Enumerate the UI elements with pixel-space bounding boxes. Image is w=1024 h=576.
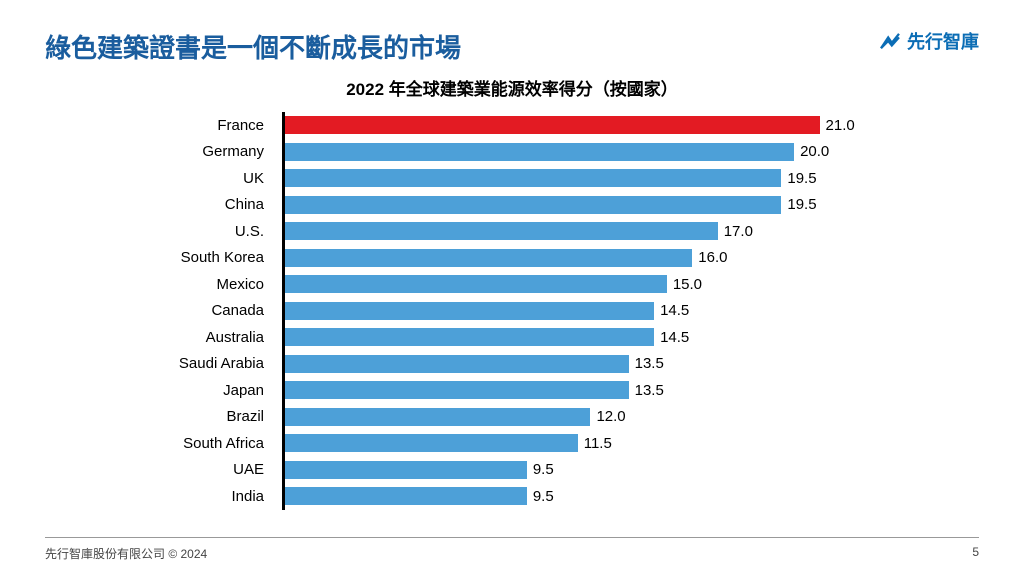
bar-row: UK19.5 (282, 165, 872, 192)
bar-row: France21.0 (282, 112, 872, 139)
chart-body: France21.0Germany20.0UK19.5China19.5U.S.… (152, 112, 872, 510)
bar (285, 143, 794, 161)
bar-value: 19.5 (787, 170, 816, 187)
bar-label: South Korea (147, 249, 272, 266)
bar-label: South Africa (147, 435, 272, 452)
bar-value: 19.5 (787, 196, 816, 213)
bar (285, 408, 590, 426)
bar (285, 381, 629, 399)
bar-value: 11.5 (584, 435, 612, 452)
slide-footer: 先行智庫股份有限公司 © 2024 5 (0, 545, 1024, 562)
logo-text: 先行智庫 (907, 28, 979, 54)
logo-icon (879, 32, 901, 50)
bar-row: Germany20.0 (282, 139, 872, 166)
bar-value: 12.0 (596, 408, 625, 425)
bar-row: Canada14.5 (282, 298, 872, 325)
bar-row: China19.5 (282, 192, 872, 219)
bar-row: Mexico15.0 (282, 271, 872, 298)
bar-row: Australia14.5 (282, 324, 872, 351)
bar-label: UAE (147, 461, 272, 478)
bar (285, 302, 654, 320)
bar-value: 21.0 (826, 117, 855, 134)
bar-value: 9.5 (533, 488, 554, 505)
logo: 先行智庫 (879, 28, 979, 54)
bar-row: Brazil12.0 (282, 404, 872, 431)
bar-row: South Korea16.0 (282, 245, 872, 272)
footer-divider (45, 537, 979, 538)
bar (285, 196, 781, 214)
chart-container: 2022 年全球建築業能源效率得分（按國家） France21.0Germany… (0, 65, 1024, 510)
bar (285, 487, 527, 505)
bar-value: 20.0 (800, 143, 829, 160)
bar (285, 355, 629, 373)
bar (285, 275, 667, 293)
bar-value: 9.5 (533, 461, 554, 478)
bar-label: U.S. (147, 223, 272, 240)
page-number: 5 (972, 545, 979, 562)
bar-value: 15.0 (673, 276, 702, 293)
bar-label: Japan (147, 382, 272, 399)
bar (285, 222, 718, 240)
slide-header: 綠色建築證書是一個不斷成長的市場 先行智庫 (0, 0, 1024, 65)
bar-value: 14.5 (660, 329, 689, 346)
bar (285, 328, 654, 346)
bar-value: 13.5 (635, 355, 664, 372)
bar-label: India (147, 488, 272, 505)
bar-row: India9.5 (282, 483, 872, 510)
bar-label: France (147, 117, 272, 134)
bar-value: 17.0 (724, 223, 753, 240)
bar-value: 13.5 (635, 382, 664, 399)
copyright-text: 先行智庫股份有限公司 © 2024 (45, 545, 207, 562)
bar-label: UK (147, 170, 272, 187)
bar-label: Saudi Arabia (147, 355, 272, 372)
chart-title: 2022 年全球建築業能源效率得分（按國家） (40, 75, 984, 100)
bar-label: Germany (147, 143, 272, 160)
bar (285, 461, 527, 479)
bar-row: Saudi Arabia13.5 (282, 351, 872, 378)
bar-row: U.S.17.0 (282, 218, 872, 245)
bar-label: Australia (147, 329, 272, 346)
bar-value: 14.5 (660, 302, 689, 319)
bar-label: Brazil (147, 408, 272, 425)
bar-row: Japan13.5 (282, 377, 872, 404)
bar-label: Canada (147, 302, 272, 319)
bar-label: Mexico (147, 276, 272, 293)
bar-row: South Africa11.5 (282, 430, 872, 457)
bar (285, 116, 820, 134)
bar (285, 169, 781, 187)
bar-value: 16.0 (698, 249, 727, 266)
bar (285, 249, 692, 267)
bar-row: UAE9.5 (282, 457, 872, 484)
bar (285, 434, 578, 452)
bar-label: China (147, 196, 272, 213)
slide-title: 綠色建築證書是一個不斷成長的市場 (45, 28, 461, 65)
